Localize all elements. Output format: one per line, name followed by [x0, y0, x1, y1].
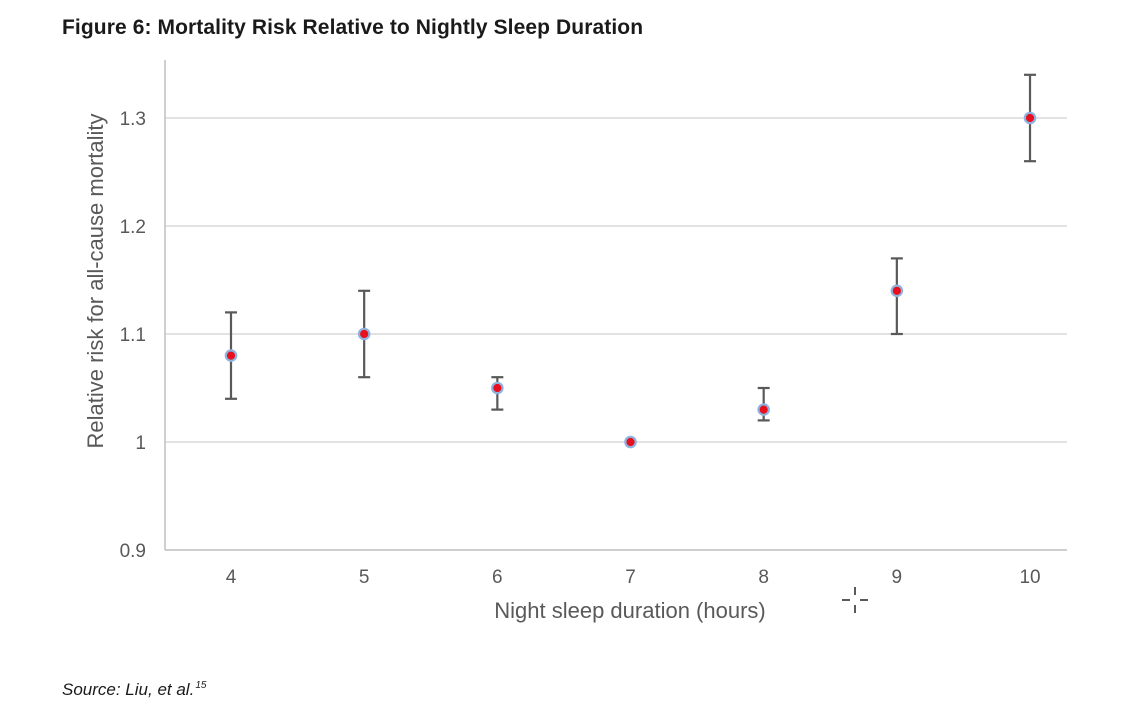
y-tick-label: 1 — [135, 433, 146, 454]
data-points — [224, 111, 1037, 449]
source-text: Source: Liu, et al. — [62, 680, 195, 699]
y-axis-label: Relative risk for all-cause mortality — [83, 114, 108, 449]
x-tick-label: 7 — [625, 567, 636, 588]
x-tick-label: 8 — [758, 567, 769, 588]
crosshair-cursor-icon — [842, 587, 868, 613]
grid-lines — [165, 117, 1067, 443]
x-tick-label: 10 — [1019, 567, 1040, 588]
data-point — [224, 349, 238, 362]
data-point — [757, 403, 770, 416]
data-point — [1023, 111, 1037, 125]
data-point — [357, 327, 371, 341]
data-point — [890, 284, 904, 298]
source-note: Source: Liu, et al.15 — [62, 680, 206, 700]
y-tick-label: 1.1 — [120, 325, 146, 346]
x-tick-label: 6 — [492, 567, 503, 588]
y-tick-label: 1.2 — [120, 217, 146, 238]
figure-title: Figure 6: Mortality Risk Relative to Nig… — [62, 16, 644, 39]
y-tick-label: 0.9 — [120, 541, 146, 562]
x-tick-label: 5 — [359, 567, 370, 588]
y-tick-labels: 0.9 1 1.1 1.2 1.3 — [120, 109, 146, 562]
x-tick-label: 9 — [892, 567, 903, 588]
data-point — [491, 381, 504, 395]
axes — [164, 60, 1067, 551]
x-tick-labels: 4 5 6 7 8 9 10 — [226, 567, 1041, 588]
error-bars — [225, 73, 1037, 422]
y-tick-label: 1.3 — [120, 109, 146, 130]
data-point — [624, 435, 637, 449]
x-axis-label: Night sleep duration (hours) — [494, 598, 765, 623]
x-tick-label: 4 — [226, 567, 237, 588]
source-reference: 15 — [195, 680, 207, 691]
